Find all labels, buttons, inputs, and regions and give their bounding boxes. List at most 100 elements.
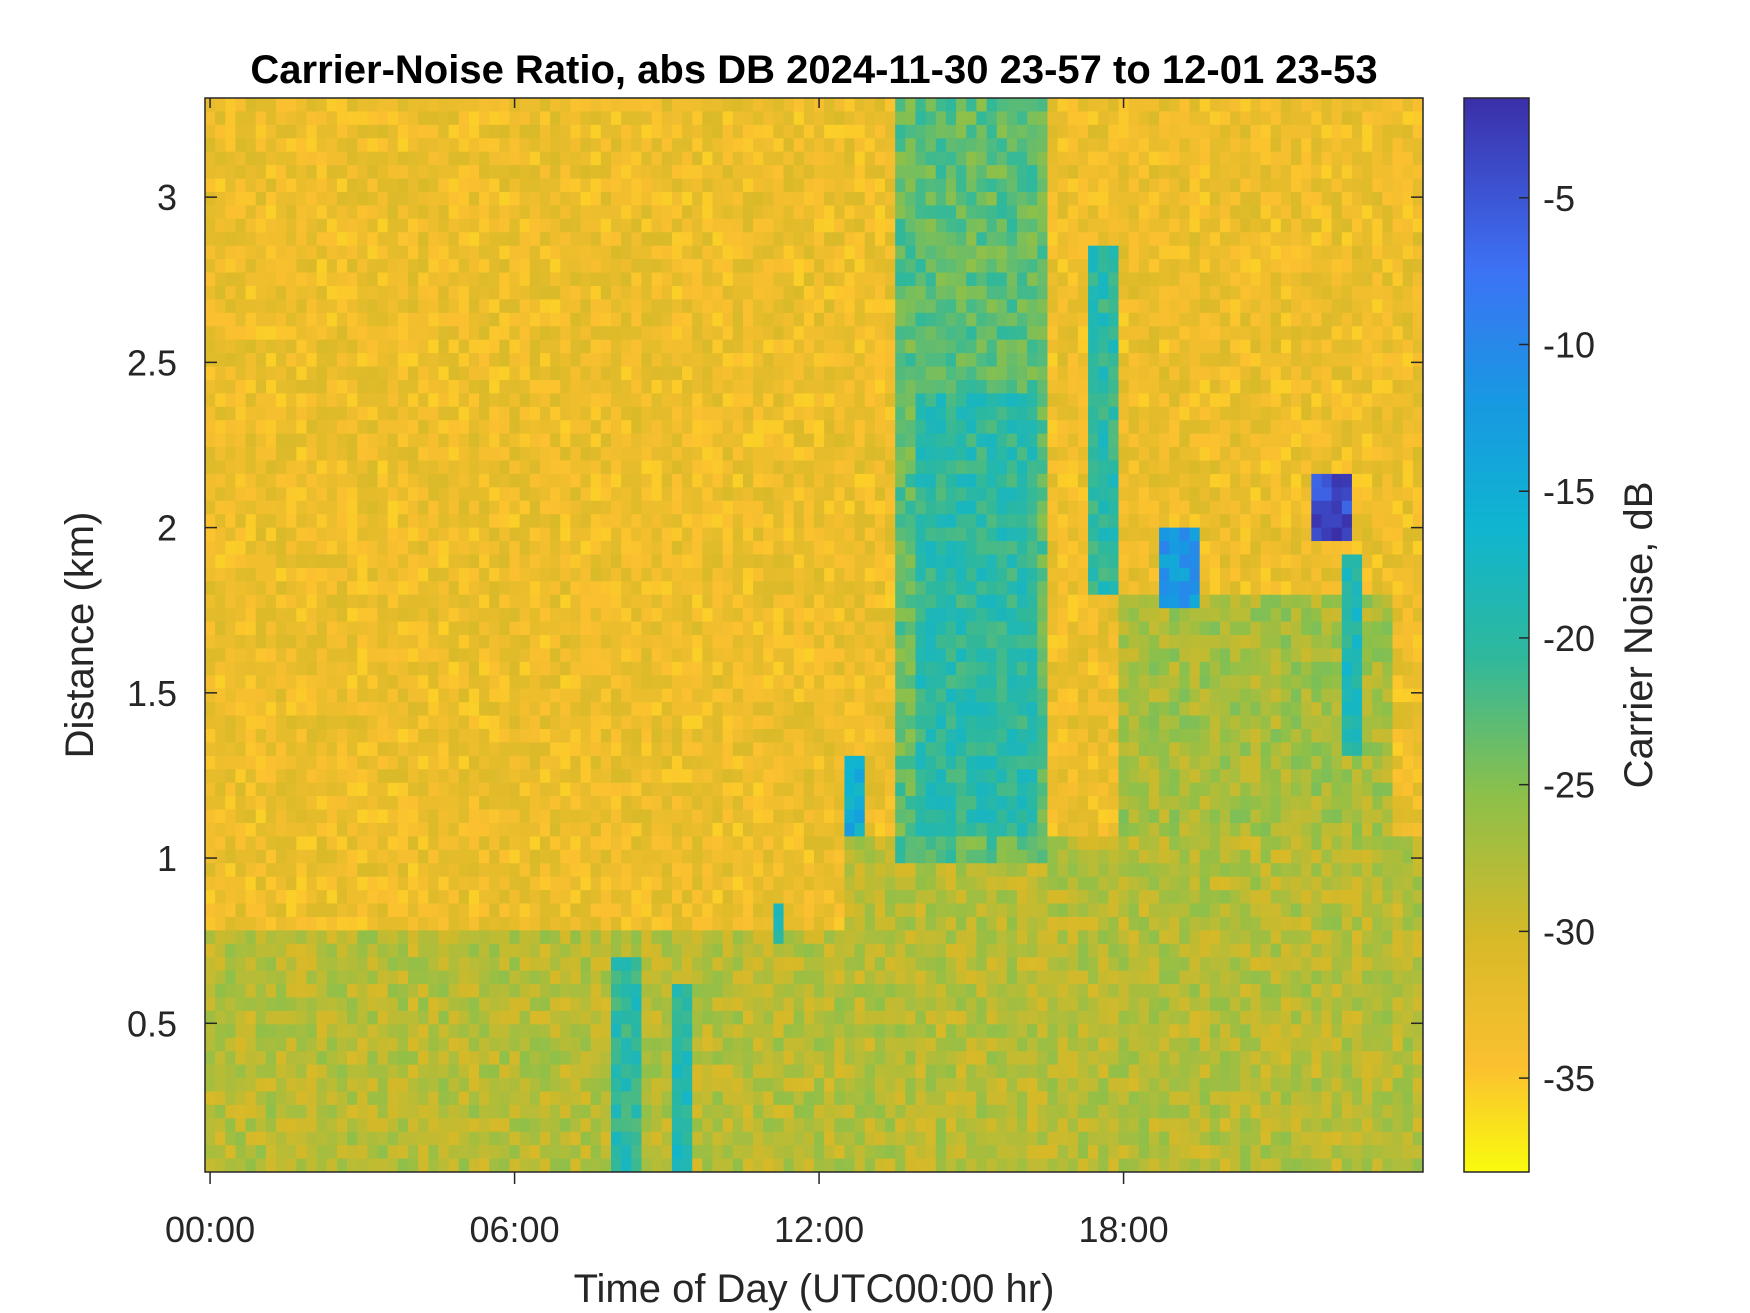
heatmap-cell bbox=[215, 272, 226, 287]
heatmap-cell bbox=[286, 1037, 297, 1052]
heatmap-cell bbox=[692, 1104, 703, 1119]
heatmap-cell bbox=[215, 755, 226, 770]
heatmap-cell bbox=[509, 245, 521, 260]
heatmap-cell bbox=[286, 379, 297, 394]
heatmap-cell bbox=[306, 232, 318, 247]
heatmap-cell bbox=[590, 178, 602, 193]
heatmap-cell bbox=[265, 406, 277, 421]
heatmap-cell bbox=[468, 111, 480, 126]
heatmap-cell bbox=[539, 527, 551, 542]
heatmap-cell bbox=[529, 98, 541, 113]
heatmap-cell bbox=[570, 1091, 582, 1106]
heatmap-cell bbox=[468, 957, 480, 972]
heatmap-cell bbox=[671, 406, 683, 421]
heatmap-cell bbox=[499, 930, 511, 945]
heatmap-cell bbox=[255, 688, 267, 703]
heatmap-cell bbox=[692, 447, 703, 462]
heatmap-cell bbox=[783, 285, 795, 300]
heatmap-cell bbox=[408, 124, 419, 139]
heatmap-cell bbox=[225, 487, 237, 502]
heatmap-cell bbox=[631, 648, 643, 663]
heatmap-cell bbox=[306, 393, 318, 408]
heatmap-cell bbox=[377, 782, 389, 797]
heatmap-cell bbox=[560, 715, 571, 730]
heatmap-cell bbox=[803, 822, 815, 837]
heatmap-cell bbox=[205, 675, 216, 690]
heatmap-cell bbox=[600, 205, 612, 220]
heatmap-cell bbox=[519, 688, 531, 703]
heatmap-cell bbox=[560, 541, 571, 556]
heatmap-cell bbox=[448, 1118, 460, 1133]
heatmap-cell bbox=[590, 124, 602, 139]
heatmap-cell bbox=[468, 554, 480, 569]
heatmap-cell bbox=[519, 769, 531, 784]
heatmap-cell bbox=[631, 876, 643, 891]
heatmap-cell bbox=[824, 970, 835, 985]
heatmap-cell bbox=[611, 675, 622, 690]
heatmap-cell bbox=[245, 447, 257, 462]
heatmap-cell bbox=[671, 554, 683, 569]
heatmap-cell bbox=[560, 849, 571, 864]
heatmap-cell bbox=[550, 500, 561, 515]
heatmap-cell bbox=[682, 487, 693, 502]
heatmap-cell bbox=[803, 930, 815, 945]
heatmap-cell bbox=[215, 1078, 226, 1093]
heatmap-cell bbox=[590, 1064, 602, 1079]
heatmap-cell bbox=[519, 1118, 531, 1133]
heatmap-cell bbox=[814, 393, 825, 408]
heatmap-cell bbox=[824, 796, 835, 811]
heatmap-cell bbox=[611, 1010, 622, 1025]
heatmap-cell bbox=[732, 957, 744, 972]
heatmap-cell bbox=[550, 742, 561, 757]
heatmap-cell bbox=[539, 876, 551, 891]
heatmap-cell bbox=[306, 312, 318, 327]
heatmap-cell bbox=[235, 916, 247, 931]
heatmap-cell bbox=[397, 675, 409, 690]
heatmap-cell bbox=[276, 769, 287, 784]
heatmap-cell bbox=[428, 406, 440, 421]
heatmap-cell bbox=[387, 420, 399, 435]
heatmap-cell bbox=[418, 621, 429, 636]
heatmap-cell bbox=[225, 527, 237, 542]
heatmap-cell bbox=[397, 876, 409, 891]
heatmap-cell bbox=[418, 702, 429, 717]
heatmap-cell bbox=[377, 715, 389, 730]
heatmap-cell bbox=[377, 299, 389, 314]
heatmap-cell bbox=[479, 138, 490, 153]
heatmap-cell bbox=[265, 326, 277, 341]
heatmap-cell bbox=[408, 863, 419, 878]
heatmap-cell bbox=[367, 1118, 379, 1133]
heatmap-cell bbox=[550, 567, 561, 582]
heatmap-cell bbox=[641, 782, 653, 797]
heatmap-cell bbox=[722, 447, 734, 462]
heatmap-cell bbox=[245, 1010, 257, 1025]
heatmap-cell bbox=[276, 1131, 287, 1146]
heatmap-cell bbox=[296, 675, 308, 690]
heatmap-cell bbox=[742, 849, 754, 864]
heatmap-cell bbox=[621, 473, 632, 488]
heatmap-cell bbox=[255, 796, 267, 811]
heatmap-cell bbox=[357, 500, 368, 515]
heatmap-cell bbox=[763, 876, 774, 891]
heatmap-cell bbox=[509, 447, 521, 462]
heatmap-cell bbox=[814, 1064, 825, 1079]
heatmap-cell bbox=[428, 487, 440, 502]
heatmap-cell bbox=[205, 138, 216, 153]
heatmap-cell bbox=[377, 1118, 389, 1133]
heatmap-cell bbox=[265, 567, 277, 582]
heatmap-cell bbox=[468, 836, 480, 851]
heatmap-cell bbox=[408, 433, 419, 448]
heatmap-cell bbox=[326, 541, 338, 556]
heatmap-cell bbox=[611, 769, 622, 784]
heatmap-cell bbox=[499, 339, 511, 354]
heatmap-cell bbox=[519, 1131, 531, 1146]
heatmap-cell bbox=[702, 191, 714, 207]
heatmap-cell bbox=[539, 916, 551, 931]
heatmap-cell bbox=[611, 299, 622, 314]
heatmap-cell bbox=[732, 608, 744, 623]
heatmap-cell bbox=[560, 379, 571, 394]
heatmap-cell bbox=[529, 796, 541, 811]
heatmap-cell bbox=[377, 728, 389, 744]
heatmap-cell bbox=[600, 581, 612, 596]
heatmap-cell bbox=[245, 876, 257, 891]
